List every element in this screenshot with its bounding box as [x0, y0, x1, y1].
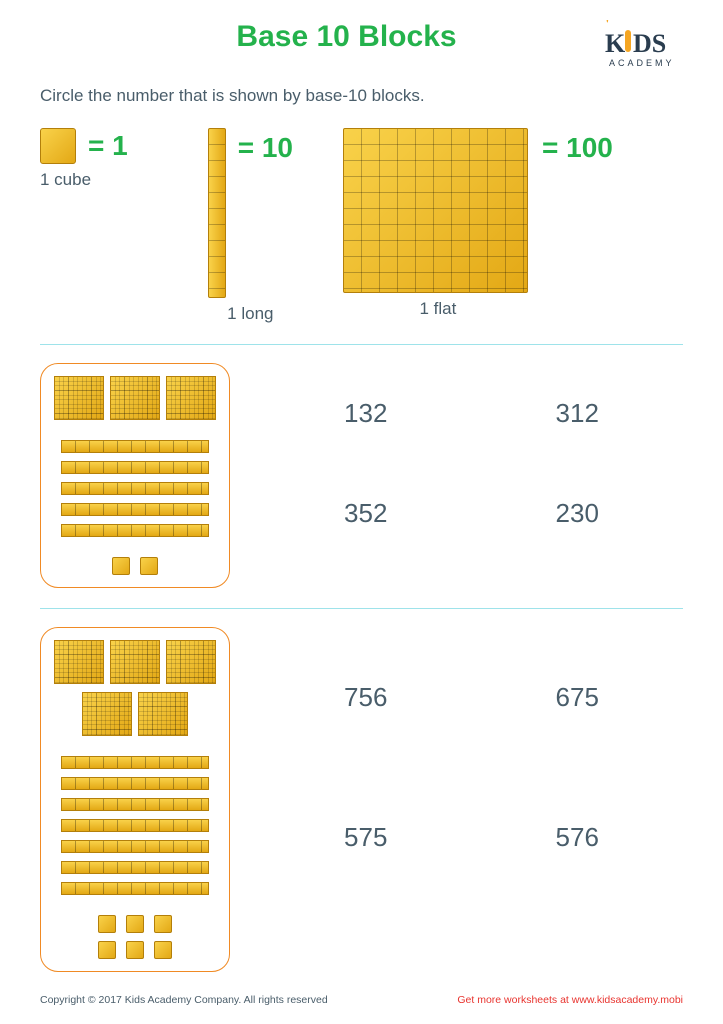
long-caption: 1 long: [227, 304, 273, 324]
q1-answers: 132 312 352 230: [260, 363, 683, 563]
instruction-text: Circle the number that is shown by base-…: [40, 86, 683, 106]
cube-caption: 1 cube: [40, 170, 91, 190]
divider: [40, 344, 683, 345]
kids-academy-logo: ✶ K DS ACADEMY: [593, 20, 683, 80]
q1-cubes: [112, 557, 158, 575]
answer-option[interactable]: 756: [344, 682, 387, 713]
answer-option[interactable]: 576: [556, 822, 599, 853]
svg-text:DS: DS: [633, 29, 666, 58]
legend: = 1 1 cube = 10 1 long = 100 1 flat: [40, 128, 683, 324]
header: Base 10 Blocks ✶ K DS ACADEMY: [40, 20, 683, 80]
cube-icon: [40, 128, 76, 164]
long-equals: = 10: [238, 132, 293, 164]
footer: Copyright © 2017 Kids Academy Company. A…: [40, 994, 683, 1006]
q2-flats: [54, 640, 216, 684]
answer-option[interactable]: 575: [344, 822, 387, 853]
page-title: Base 10 Blocks: [100, 20, 593, 54]
svg-text:✶: ✶: [599, 20, 616, 27]
q2-answers: 756 675 575 576: [260, 627, 683, 907]
question-1: 132 312 352 230: [40, 363, 683, 588]
q1-flats: [54, 376, 216, 420]
q1-long: [61, 440, 209, 453]
promo-text: Get more worksheets at www.kidsacademy.m…: [457, 994, 683, 1006]
q2-cubes: [98, 915, 172, 933]
answer-option[interactable]: 132: [344, 398, 387, 429]
flat-equals: = 100: [542, 132, 613, 164]
copyright-text: Copyright © 2017 Kids Academy Company. A…: [40, 994, 328, 1006]
q2-blocks: [40, 627, 230, 972]
answer-option[interactable]: 352: [344, 498, 387, 529]
q2-long: [61, 756, 209, 769]
divider: [40, 608, 683, 609]
question-2: 756 675 575 576: [40, 627, 683, 972]
q1-blocks: [40, 363, 230, 588]
svg-text:K: K: [605, 29, 626, 58]
cube-equals: = 1: [88, 130, 128, 162]
long-icon: [208, 128, 226, 298]
answer-option[interactable]: 675: [556, 682, 599, 713]
answer-option[interactable]: 312: [556, 398, 599, 429]
flat-icon: [343, 128, 528, 293]
answer-option[interactable]: 230: [556, 498, 599, 529]
flat-caption: 1 flat: [419, 299, 456, 319]
svg-text:ACADEMY: ACADEMY: [609, 58, 675, 68]
